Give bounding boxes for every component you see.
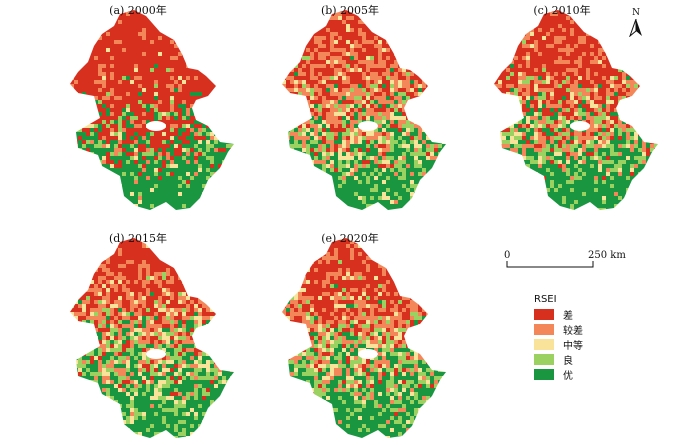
legend-label: 中等 [563, 341, 583, 352]
legend-item-poor: 差 [534, 307, 644, 322]
rsei-map-2000 [70, 10, 234, 210]
legend-swatch [534, 339, 554, 350]
lake [358, 349, 378, 359]
north-arrow: N [626, 8, 646, 40]
lake [358, 121, 378, 131]
legend-label: 优 [563, 371, 573, 382]
rsei-raster [282, 238, 446, 438]
legend-item-moderate: 中等 [534, 337, 644, 352]
legend-label: 良 [563, 356, 573, 367]
legend-item-good: 良 [534, 352, 644, 367]
rsei-raster [282, 10, 446, 210]
north-arrow-icon [629, 19, 642, 37]
scale-start-label: 0 [504, 250, 511, 261]
map-panel-2020: (e) 2020年 [240, 228, 460, 443]
lake [146, 121, 166, 131]
legend-item-fair: 较差 [534, 322, 644, 337]
map-panel-2010: (c) 2010年 [452, 0, 672, 215]
rsei-raster [70, 10, 234, 210]
rsei-map-2010 [494, 10, 658, 210]
lake [146, 349, 166, 359]
legend-title: RSEI [534, 294, 557, 305]
scale-bar: 0 250 km [495, 250, 635, 272]
rsei-map-2005 [282, 10, 446, 210]
legend-label: 差 [563, 311, 573, 322]
lake [570, 121, 590, 131]
rsei-map-2020 [282, 238, 446, 438]
panel-title: (b) 2005年 [320, 4, 380, 17]
legend-swatch [534, 324, 554, 335]
map-panel-2000: (a) 2000年 [28, 0, 248, 215]
rsei-raster [70, 238, 234, 438]
legend-swatch [534, 354, 554, 365]
panel-title: (c) 2010年 [533, 4, 591, 17]
panel-title: (e) 2020年 [321, 232, 379, 245]
rsei-map-2015 [70, 238, 234, 438]
scale-bar-line [506, 261, 594, 268]
panel-title: (d) 2015年 [108, 232, 168, 245]
north-label: N [632, 8, 640, 18]
panel-title: (a) 2000年 [109, 4, 167, 17]
legend-label: 较差 [563, 326, 583, 337]
scale-end-label: 250 km [588, 250, 626, 261]
map-panel-2015: (d) 2015年 [28, 228, 248, 443]
legend: RSEI 差 较差 中等 良 优 [534, 294, 644, 382]
map-panel-2005: (b) 2005年 [240, 0, 460, 215]
legend-swatch [534, 309, 554, 320]
legend-swatch [534, 369, 554, 380]
legend-item-excellent: 优 [534, 367, 644, 382]
